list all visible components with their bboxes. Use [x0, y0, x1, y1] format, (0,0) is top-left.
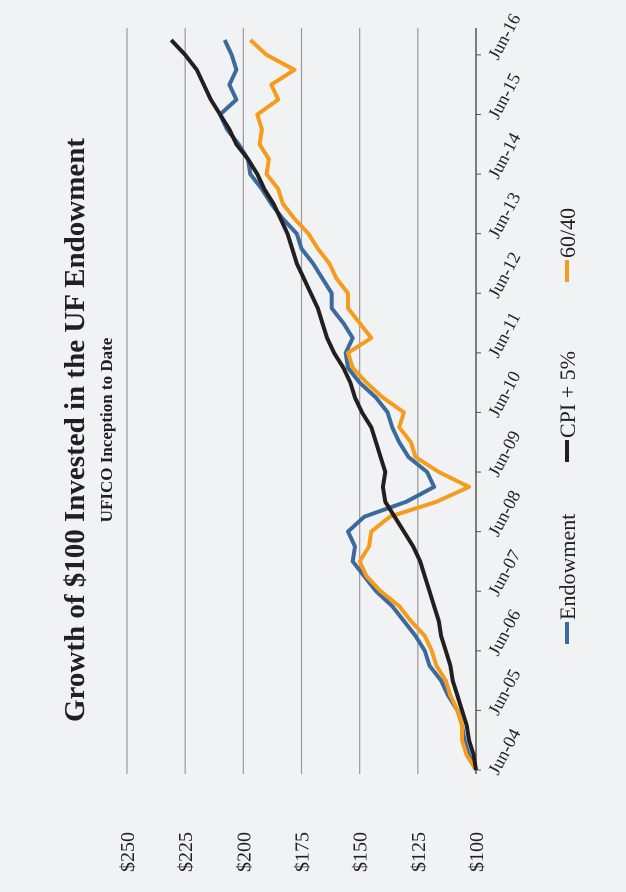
legend-label: CPI + 5% [555, 351, 580, 438]
y-tick-label: $250 [117, 832, 139, 872]
y-tick-label: $125 [408, 832, 430, 872]
y-tick-label: $200 [233, 832, 255, 872]
y-tick-label: $225 [175, 832, 197, 872]
chart-subtitle: UFICO Inception to Date [97, 337, 116, 522]
y-tick-label: $175 [292, 832, 314, 872]
legend-label: 60/40 [555, 208, 580, 258]
y-tick-label: $100 [466, 832, 488, 872]
chart-title: Growth of $100 Invested in the UF Endowm… [59, 138, 91, 722]
series-line [248, 38, 478, 772]
legend-label: Endowment [555, 514, 580, 620]
y-tick-label: $150 [350, 832, 372, 872]
series-line [169, 38, 478, 771]
